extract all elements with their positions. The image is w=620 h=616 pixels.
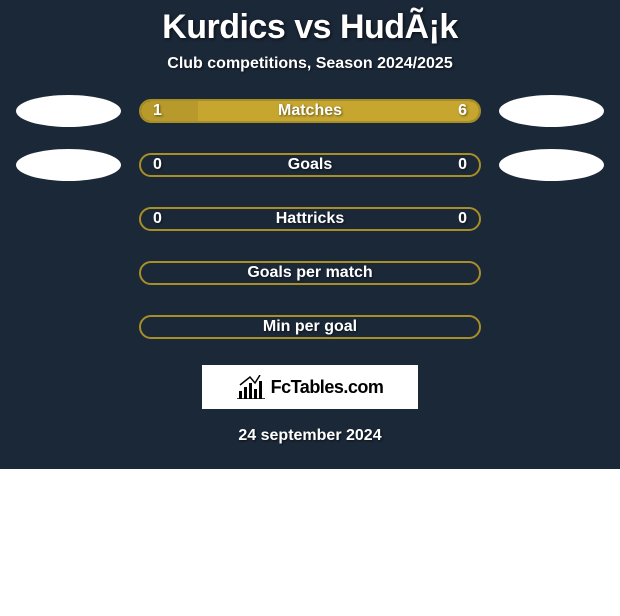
- stat-row: 0Goals0: [0, 149, 620, 181]
- player-left-avatar: [16, 257, 121, 289]
- brand-logo[interactable]: FcTables.com: [202, 365, 418, 409]
- chart-icon: [237, 375, 265, 399]
- stat-label: Min per goal: [153, 318, 467, 336]
- stat-row: 1Matches6: [0, 95, 620, 127]
- stats-container: 1Matches60Goals00Hattricks0Goals per mat…: [0, 95, 620, 343]
- stat-value-right: 0: [458, 210, 467, 228]
- page-title: Kurdics vs HudÃ¡k: [0, 8, 620, 47]
- brand-label: FcTables.com: [271, 377, 384, 398]
- stat-bar: Goals per match: [139, 261, 481, 285]
- player-right-avatar: [499, 257, 604, 289]
- stat-row: Goals per match: [0, 257, 620, 289]
- player-left-avatar[interactable]: [16, 95, 121, 127]
- stat-bar: 0Goals0: [139, 153, 481, 177]
- stat-value-left: 1: [153, 102, 162, 120]
- player-left-avatar: [16, 203, 121, 235]
- player-right-avatar: [499, 311, 604, 343]
- stat-row: Min per goal: [0, 311, 620, 343]
- blank-area: [0, 469, 620, 616]
- stat-value-right: 0: [458, 156, 467, 174]
- stat-bar: 0Hattricks0: [139, 207, 481, 231]
- stat-value-left: 0: [153, 156, 162, 174]
- stat-bar: Min per goal: [139, 315, 481, 339]
- stat-label: Goals: [162, 156, 458, 174]
- player-left-avatar: [16, 311, 121, 343]
- stat-row: 0Hattricks0: [0, 203, 620, 235]
- stats-panel: Kurdics vs HudÃ¡k Club competitions, Sea…: [0, 0, 620, 469]
- subtitle: Club competitions, Season 2024/2025: [0, 55, 620, 73]
- player-right-avatar[interactable]: [499, 149, 604, 181]
- stat-label: Hattricks: [162, 210, 458, 228]
- stat-value-right: 6: [458, 102, 467, 120]
- date-label: 24 september 2024: [0, 427, 620, 445]
- player-left-avatar[interactable]: [16, 149, 121, 181]
- player-right-avatar: [499, 203, 604, 235]
- stat-value-left: 0: [153, 210, 162, 228]
- stat-label: Matches: [162, 102, 458, 120]
- stat-label: Goals per match: [153, 264, 467, 282]
- player-right-avatar[interactable]: [499, 95, 604, 127]
- stat-bar: 1Matches6: [139, 99, 481, 123]
